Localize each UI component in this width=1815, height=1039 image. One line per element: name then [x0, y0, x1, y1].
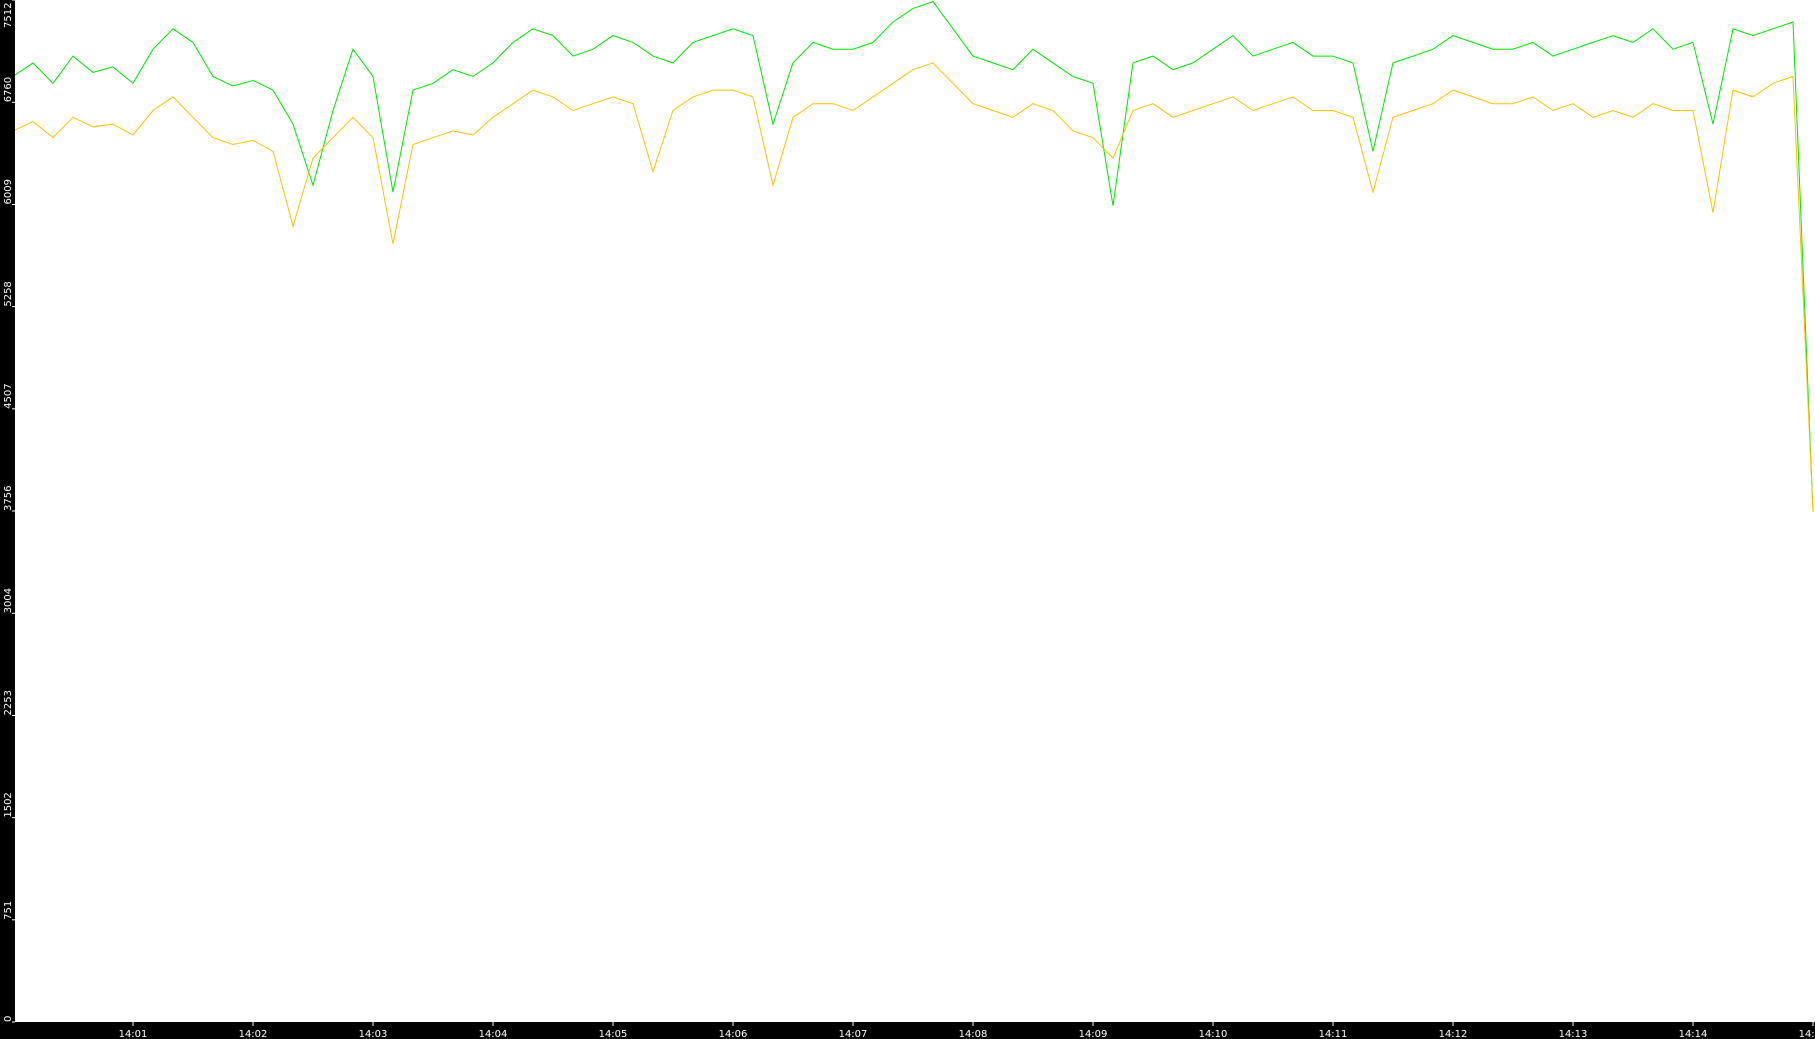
series-layer	[15, 1, 1814, 512]
y-tick-label: 3004	[3, 588, 14, 613]
y-tick-label: 0	[3, 1016, 14, 1022]
x-tick-label: 14:06	[719, 1029, 748, 1039]
x-tick-label: 14:04	[479, 1029, 508, 1039]
series-line-1	[15, 1, 1814, 512]
x-tick-label: 14:13	[1559, 1029, 1588, 1039]
plot-area	[15, 0, 1815, 1022]
x-tick-label: 14:07	[839, 1029, 868, 1039]
y-tick-label: 6009	[3, 179, 14, 204]
y-axis-strip	[0, 0, 15, 1039]
x-tick-label: 14:09	[1079, 1029, 1108, 1039]
y-tick-label: 4507	[3, 383, 14, 408]
x-axis-strip	[0, 1022, 1815, 1039]
y-tick-label: 2253	[3, 690, 14, 715]
x-tick-label: 14:12	[1439, 1029, 1468, 1039]
x-tick-label: 14:14	[1679, 1029, 1708, 1039]
x-tick-label: 14:05	[599, 1029, 628, 1039]
x-axis: 14:01 14:02 14:03 14:04 14:05 14:06 14:07 14:08…	[119, 1022, 1815, 1039]
x-tick-label: 14:03	[359, 1029, 388, 1039]
series-line-2	[15, 62, 1814, 512]
x-tick-label: 14:15	[1799, 1029, 1815, 1039]
y-tick-label: 1502	[3, 792, 14, 817]
y-tick-label: 6760	[3, 77, 14, 102]
y-axis: 0 751 1502 2253 3004 3756 4507 5258 6009 6760 7512	[3, 0, 15, 1023]
x-tick-label: 14:02	[239, 1029, 268, 1039]
y-tick-label: 7512	[3, 3, 14, 28]
x-tick-label: 14:10	[1199, 1029, 1228, 1039]
y-tick-label: 3756	[3, 486, 14, 511]
x-tick-label: 14:11	[1319, 1029, 1348, 1039]
y-tick-label: 5258	[3, 281, 14, 306]
x-tick-label: 14:01	[119, 1029, 148, 1039]
x-tick-label: 14:08	[959, 1029, 988, 1039]
y-tick-label: 751	[3, 901, 14, 920]
